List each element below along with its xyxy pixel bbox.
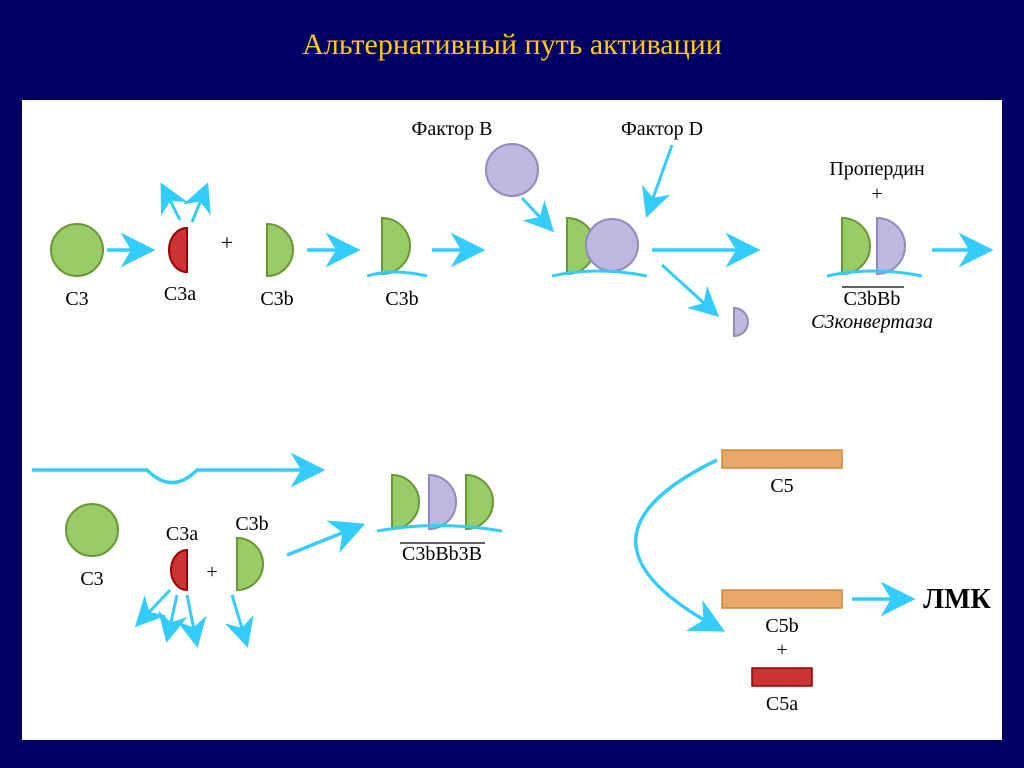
c3b-shape-top: [267, 224, 293, 276]
c3-circle-bot: [66, 504, 118, 556]
arrow-c5-cleave: [636, 460, 722, 630]
c5b-rect: [722, 590, 842, 608]
arrow-loop-c3: [32, 470, 322, 483]
page-title: Альтернативный путь активации: [0, 0, 1024, 62]
label-c3b-mem: C3b: [385, 288, 418, 310]
factor-b-circle: [486, 144, 538, 196]
label-factor-d: Фактор D: [621, 118, 703, 140]
b-purple-2: [586, 219, 638, 271]
c3-circle-top: [51, 224, 103, 276]
arrow-factorb-down: [522, 198, 552, 230]
label-factor-b: Фактор В: [412, 118, 493, 140]
c5conv-g2: [466, 475, 493, 529]
label-properdin: Пропердин: [829, 158, 925, 180]
c5conv-p: [429, 475, 456, 529]
c3a-shape-top: [169, 228, 187, 272]
label-c3b-bot: C3b: [235, 513, 268, 535]
arrow-c3b-to-c5conv: [287, 525, 362, 555]
plus-c5: +: [776, 639, 787, 661]
c3a-bot-ray1: [137, 590, 170, 625]
c3bbb-purple: [877, 218, 905, 274]
c3a-bot-ray3: [187, 595, 197, 645]
label-c5a: C5a: [766, 693, 798, 715]
c3b-shape-bot: [237, 538, 263, 590]
label-c3bbb: C3bBb: [844, 288, 901, 310]
c5a-rect: [752, 668, 812, 686]
arrow-fragment: [662, 265, 717, 315]
plus-top-1: +: [221, 230, 233, 255]
label-lmk: ЛМК: [923, 584, 991, 615]
c3bbb-green: [842, 218, 870, 274]
c3b-mem-top: [382, 218, 410, 274]
label-c3-bot: C3: [80, 568, 103, 590]
arrow-factord-down: [647, 145, 672, 215]
label-c3a-bot: C3a: [166, 523, 198, 545]
c3a-ray1: [162, 185, 180, 220]
c3a-shape-bot: [171, 550, 187, 590]
label-c5: C5: [770, 475, 793, 497]
ba-fragment: [734, 308, 748, 336]
plus-properdin: +: [871, 183, 882, 205]
label-c3convertase: C3конвертаза: [811, 311, 933, 333]
c5conv-g1: [392, 475, 419, 529]
c5-rect: [722, 450, 842, 468]
label-c5b: C5b: [765, 615, 798, 637]
label-c3-top: C3: [65, 288, 88, 310]
c3a-ray2: [192, 185, 207, 222]
plus-bot: +: [206, 561, 217, 583]
label-c3b-top: C3b: [260, 288, 293, 310]
c3a-bot-ray4: [232, 595, 247, 645]
label-c3a-top: C3a: [164, 283, 196, 305]
label-c3bbb3b: C3bBb3B: [402, 543, 482, 565]
diagram-panel: C3 C3a + C3b C3b Фактор В Фактор D Пропе…: [22, 100, 1002, 740]
membrane-1: [367, 272, 427, 276]
diagram-svg: C3 C3a + C3b C3b Фактор В Фактор D Пропе…: [22, 100, 1002, 740]
c3a-bot-ray2: [167, 595, 177, 640]
